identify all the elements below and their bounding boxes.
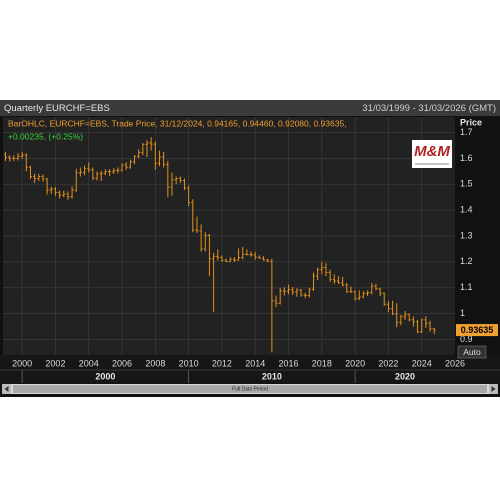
x-tick-label: 2020 (345, 358, 365, 368)
chart-title: Quarterly EURCHF=EBS (4, 103, 110, 114)
x-tick-label: 2016 (279, 358, 299, 368)
scroll-left-arrow (4, 386, 9, 392)
y-tick-label: 1.1 (460, 282, 473, 292)
last-price-box (456, 324, 498, 337)
x-tick-label: 2002 (45, 358, 65, 368)
header-bar (0, 100, 500, 116)
y-tick-label: 1.7 (460, 127, 473, 137)
y-tick-label: 1 (460, 308, 465, 318)
x-axis-area (0, 355, 500, 383)
decade-label: 2010 (262, 371, 282, 381)
logo: M&M (414, 143, 450, 160)
scroll-thumb[interactable] (13, 385, 487, 393)
y-tick-label: 1.4 (460, 205, 473, 215)
x-tick-label: 2012 (212, 358, 232, 368)
y-tick-label: 1.3 (460, 230, 473, 240)
x-tick-label: 2024 (412, 358, 432, 368)
y-tick-label: 1.5 (460, 179, 473, 189)
x-tick-label: 2018 (312, 358, 332, 368)
axes: 0.9 1 1.1 1.2 1.3 1.4 1.5 1.6 1.7 2000 2002 2004 200… (0, 127, 500, 383)
legend-change: +0.00235, (+0.25%) (8, 131, 83, 141)
scroll-right-arrow (491, 386, 496, 392)
last-price-label: 0.93635 (461, 325, 494, 335)
x-tick-label: 2004 (79, 358, 99, 368)
x-tick-label: 2010 (179, 358, 199, 368)
y-axis-label: Price (460, 117, 482, 127)
scroll-label: Full Data Period (232, 387, 268, 393)
decade-label: 2020 (395, 371, 415, 381)
logo-box (412, 140, 452, 168)
bars (3, 137, 436, 353)
auto-label[interactable]: Auto (463, 347, 481, 357)
x-tick-label: 2008 (145, 358, 165, 368)
x-tick-label: 2000 (12, 358, 32, 368)
x-tick-label: 2006 (112, 358, 132, 368)
x-tick-label: 2022 (378, 358, 398, 368)
y-tick-label: 1.2 (460, 256, 473, 266)
auto-button[interactable] (457, 345, 487, 359)
legend-text: BarOHLC, EURCHF=EBS, Trade Price, 31/12/… (8, 118, 347, 128)
y-tick-label: 1.6 (460, 153, 473, 163)
decade-label: 2000 (95, 371, 115, 381)
date-range: 31/03/1999 - 31/03/2026 (GMT) (362, 103, 496, 114)
x-tick-label: 2014 (245, 358, 265, 368)
x-tick-label: 2026 (445, 358, 465, 368)
y-tick-label: 0.9 (460, 334, 473, 344)
